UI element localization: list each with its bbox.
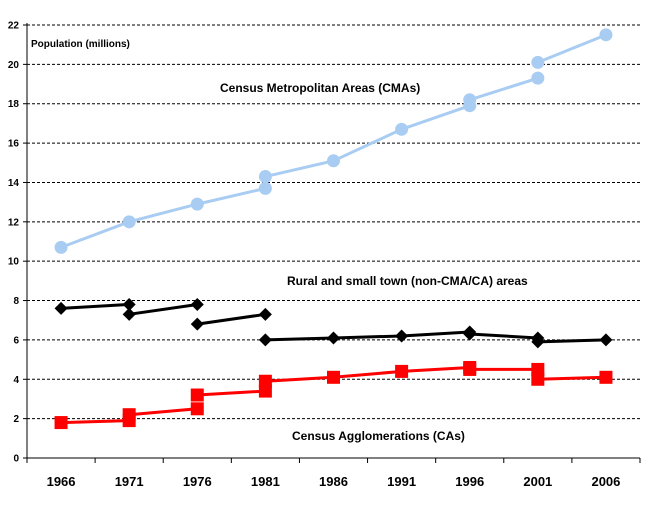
series-square — [54, 360, 613, 430]
data-point-circle — [599, 28, 613, 42]
x-tick-label: 1966 — [47, 474, 76, 489]
y-tick-label: 14 — [8, 178, 20, 189]
y-tick-label: 2 — [13, 414, 19, 425]
series-line — [265, 330, 470, 342]
data-point-circle — [258, 170, 272, 184]
y-tick-label: 22 — [8, 21, 20, 32]
y-tick-label: 6 — [13, 335, 19, 346]
data-point-circle — [531, 55, 545, 69]
y-tick-label: 10 — [8, 257, 20, 268]
series-line — [469, 76, 539, 102]
series-diamond — [54, 297, 613, 349]
data-point-circle — [122, 215, 136, 229]
data-point-square — [190, 388, 204, 402]
series-line — [197, 389, 266, 397]
series-line — [469, 332, 538, 340]
data-point-diamond — [531, 335, 545, 349]
data-point-circle — [190, 197, 204, 211]
data-point-diamond — [395, 329, 409, 343]
series-line — [265, 104, 471, 179]
data-point-diamond — [190, 317, 204, 331]
data-point-diamond — [258, 307, 272, 321]
axes — [26, 23, 640, 459]
data-point-diamond — [463, 327, 477, 341]
x-tick-label: 2001 — [523, 474, 552, 489]
data-point-diamond — [54, 301, 68, 315]
data-point-square — [122, 408, 136, 422]
data-point-diamond — [122, 307, 136, 321]
annotation-cas: Census Agglomerations (CAs) — [292, 429, 465, 443]
data-point-square — [463, 362, 477, 376]
series-line — [537, 375, 606, 381]
data-point-square — [190, 402, 204, 416]
data-point-square — [531, 372, 545, 386]
x-tick-label: 1986 — [319, 474, 348, 489]
data-point-circle — [463, 93, 477, 107]
data-point-diamond — [190, 297, 204, 311]
data-point-square — [258, 374, 272, 388]
x-tick-label: 1971 — [115, 474, 144, 489]
series-line — [537, 33, 607, 64]
x-tick-label: 1996 — [455, 474, 484, 489]
x-tick-label: 1981 — [251, 474, 280, 489]
series-group — [54, 28, 613, 430]
data-point-diamond — [122, 297, 136, 311]
data-point-square — [531, 362, 545, 376]
data-point-square — [258, 384, 272, 398]
x-tick-label: 1991 — [387, 474, 416, 489]
series-line — [265, 365, 470, 383]
data-point-circle — [258, 181, 272, 195]
annotation-cmas: Census Metropolitan Areas (CMAs) — [220, 81, 420, 95]
y-tick-label: 4 — [13, 375, 19, 386]
series-circle — [54, 28, 613, 254]
series-line — [60, 186, 266, 249]
y-ticks: 0 2 4 6 8 10 12 14 16 18 20 22 — [8, 21, 27, 465]
y-tick-label: 18 — [8, 99, 20, 110]
y-tick-label: 0 — [13, 454, 19, 465]
x-tick-label: 2006 — [591, 474, 620, 489]
y-axis-label: Population (millions) — [31, 39, 130, 50]
annotation-rural: Rural and small town (non-CMA/CA) areas — [287, 274, 528, 288]
data-point-square — [327, 370, 340, 384]
series-line — [129, 407, 198, 417]
data-point-diamond — [599, 333, 613, 347]
series-line — [197, 312, 266, 326]
data-point-diamond — [258, 333, 272, 347]
data-point-circle — [395, 122, 409, 136]
y-tick-label: 8 — [13, 296, 19, 307]
data-point-circle — [327, 154, 340, 168]
y-tick-label: 16 — [8, 139, 20, 150]
y-tick-label: 12 — [8, 217, 20, 228]
data-point-circle — [531, 71, 545, 85]
series-line — [60, 302, 130, 310]
data-point-square — [599, 370, 613, 384]
data-point-circle — [54, 240, 68, 254]
data-point-square — [54, 416, 68, 430]
series-line — [61, 419, 130, 425]
data-point-diamond — [327, 331, 340, 345]
series-line — [537, 338, 606, 344]
series-line — [128, 302, 198, 316]
y-tick-label: 20 — [8, 60, 20, 71]
x-tick-label: 1976 — [183, 474, 212, 489]
x-ticks: 1966 1971 1976 1981 1986 1991 1996 2001 2006 — [26, 458, 641, 489]
data-point-square — [395, 364, 409, 378]
